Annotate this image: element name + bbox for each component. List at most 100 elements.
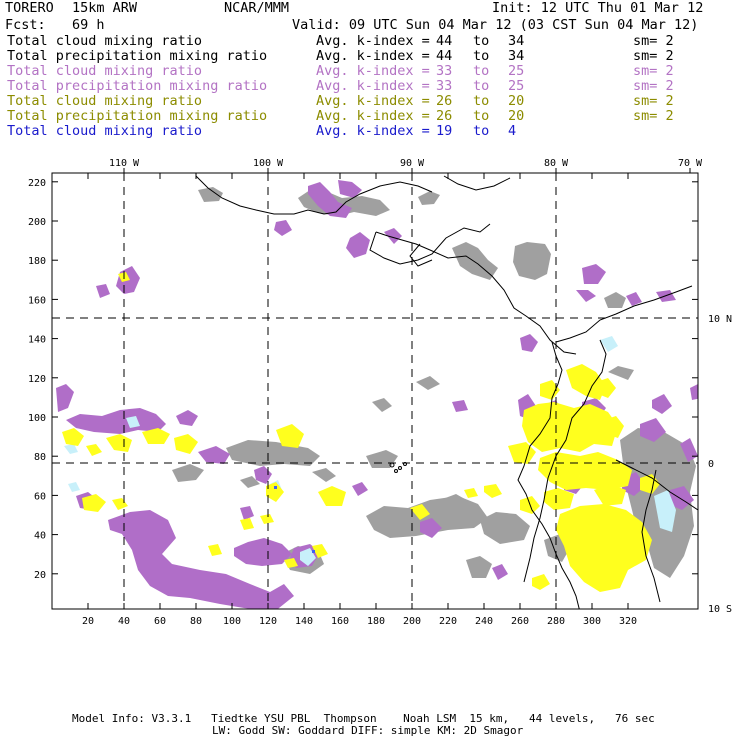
yellow-precip-field [62,272,660,592]
lat-lon-grid [52,173,698,609]
y-tick-label: 220 [28,178,46,189]
forecast-label: Fcst: [5,17,46,33]
latitude-label: 10 N [708,314,732,325]
x-tick-label: 320 [619,616,637,627]
x-tick-label: 20 [82,616,94,627]
legend-lo: 34 [508,48,525,64]
legend-to: to [473,123,490,139]
legend-lo: 20 [508,93,525,109]
x-tick-label: 260 [511,616,529,627]
init-time: Init: 12 UTC Thu 01 Mar 12 [492,0,704,16]
map-fields [52,173,698,609]
legend-hi: 33 [436,78,453,94]
light-blue-field [64,336,676,566]
y-tick-label: 40 [34,531,46,542]
legend-to: to [473,63,490,79]
y-tick-label: 180 [28,256,46,267]
model-name: TORERO [5,0,54,16]
x-tick-label: 80 [190,616,202,627]
x-tick-label: 120 [259,616,277,627]
axis-ticks [52,168,698,609]
legend-lo: 4 [508,123,517,139]
legend-row: Total cloud mixing ratio Avg. k-index = 33… [7,64,732,79]
x-tick-label: 240 [475,616,493,627]
x-tick-label: 180 [367,616,385,627]
legend-row: Total precipitation mixing ratio Avg. k-i… [7,79,732,94]
x-tick-label: 160 [331,616,349,627]
legend-sm: sm= 2 [633,48,674,64]
legend-row: Total cloud mixing ratio Avg. k-index = 26… [7,94,732,109]
y-axis-labels: 220 200 180 160 140 120 100 80 60 40 20 [28,178,46,581]
longitude-label: 100 W [253,158,284,169]
legend-sm: sm= 2 [633,108,674,124]
legend-hi: 44 [436,48,453,64]
legend-kindex: Avg. k-index = [316,33,430,49]
y-tick-label: 160 [28,295,46,306]
legend-field: Total precipitation mixing ratio [7,48,268,64]
legend-row: Total cloud mixing ratio Avg. k-index = 44… [7,34,732,49]
legend-kindex: Avg. k-index = [316,63,430,79]
legend-field: Total precipitation mixing ratio [7,78,268,94]
forecast-hour: 69 h [72,17,105,33]
footer-model-info: Model Info: V3.3.1 Tiedtke YSU PBL Thomp… [72,712,655,725]
legend-lo: 34 [508,33,525,49]
x-tick-label: 300 [583,616,601,627]
legend-hi: 33 [436,63,453,79]
legend-row: Total precipitation mixing ratio Avg. k-i… [7,109,732,124]
legend-lo: 25 [508,63,525,79]
x-tick-label: 200 [403,616,421,627]
longitude-label: 80 W [544,158,569,169]
legend-sm: sm= 2 [633,63,674,79]
legend-sm: sm= 2 [633,93,674,109]
y-tick-label: 20 [34,570,46,581]
legend-field: Total cloud mixing ratio [7,123,203,139]
legend-hi: 19 [436,123,453,139]
x-tick-label: 40 [118,616,130,627]
x-tick-label: 100 [223,616,241,627]
legend-kindex: Avg. k-index = [316,123,430,139]
legend-to: to [473,33,490,49]
coastline [195,175,698,609]
legend-to: to [473,78,490,94]
organization: NCAR/MMM [224,0,290,16]
footer-physics-info: LW: Godd SW: Goddard DIFF: simple KM: 2D… [212,724,524,737]
legend-field: Total cloud mixing ratio [7,33,203,49]
latitude-label: 0 [708,459,714,470]
legend-kindex: Avg. k-index = [316,93,430,109]
legend-field: Total cloud mixing ratio [7,63,203,79]
legend-field: Total cloud mixing ratio [7,93,203,109]
x-tick-label: 220 [439,616,457,627]
legend-hi: 26 [436,93,453,109]
y-tick-label: 100 [28,413,46,424]
valid-time: Valid: 09 UTC Sun 04 Mar 12 (03 CST Sun … [292,17,699,33]
legend-to: to [473,108,490,124]
legend-sm: sm= 2 [633,78,674,94]
x-tick-label: 280 [547,616,565,627]
latitude-label: 10 S [708,604,732,615]
legend-row: Total cloud mixing ratio Avg. k-index = 19… [7,124,732,139]
legend-field: Total precipitation mixing ratio [7,108,268,124]
y-tick-label: 140 [28,335,46,346]
x-tick-label: 140 [295,616,313,627]
longitude-label: 110 W [109,158,140,169]
blue-precip-field [274,486,315,553]
x-axis-labels: 20 40 60 80 100 120 140 160 180 200 220 240 260 280 30… [82,616,637,627]
legend-to: to [473,93,490,109]
legend-kindex: Avg. k-index = [316,108,430,124]
legend-lo: 25 [508,78,525,94]
model-resolution: 15km ARW [72,0,138,16]
y-tick-label: 120 [28,374,46,385]
longitude-label: 70 W [678,158,703,169]
legend-sm: sm= 2 [633,33,674,49]
legend-to: to [473,48,490,64]
legend-kindex: Avg. k-index = [316,48,430,64]
y-tick-label: 200 [28,217,46,228]
y-tick-label: 60 [34,491,46,502]
legend-kindex: Avg. k-index = [316,78,430,94]
longitude-label: 90 W [400,158,425,169]
legend-lo: 20 [508,108,525,124]
latitude-labels: 10 N 0 10 S [708,314,732,615]
legend-row: Total precipitation mixing ratio Avg. k-i… [7,49,732,64]
legend-hi: 26 [436,108,453,124]
